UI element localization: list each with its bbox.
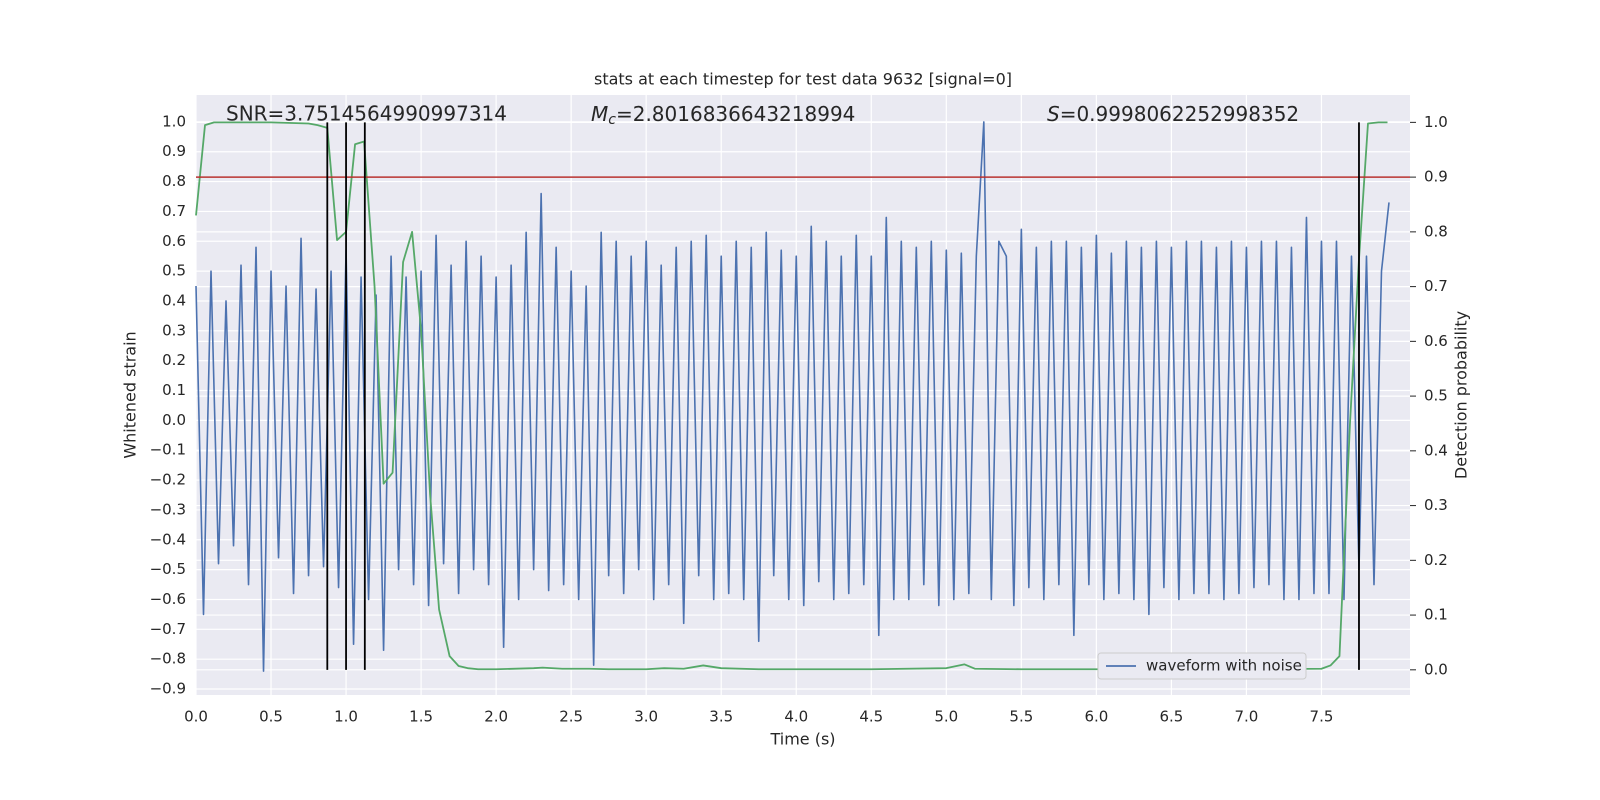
annotation-text: =2.8016836643218994 — [616, 102, 855, 126]
x-tick-label: 2.0 — [484, 708, 508, 726]
x-tick-label: 6.0 — [1084, 708, 1108, 726]
y2-axis-label: Detection probability — [1452, 311, 1471, 479]
y-tick-label: 0.4 — [162, 291, 186, 309]
y-tick-label: 0.5 — [162, 262, 186, 280]
legend-label: waveform with noise — [1146, 657, 1302, 675]
y-tick-label: 0.6 — [162, 232, 186, 250]
x-tick-label: 4.5 — [859, 708, 883, 726]
annotation-symbol: S — [1047, 102, 1060, 126]
x-tick-label: 0.0 — [184, 708, 208, 726]
y2-tick-label: 0.9 — [1424, 168, 1448, 186]
y-tick-label: −0.9 — [150, 680, 186, 698]
x-tick-label: 5.5 — [1009, 708, 1033, 726]
y-tick-label: 0.2 — [162, 351, 186, 369]
x-tick-label: 4.0 — [784, 708, 808, 726]
y-tick-label: 1.0 — [162, 112, 186, 130]
y2-tick-label: 0.2 — [1424, 551, 1448, 569]
y-tick-label: 0.1 — [162, 381, 186, 399]
x-tick-label: 1.0 — [334, 708, 358, 726]
annotation: SNR=3.7514564990997314 — [226, 102, 507, 126]
y-tick-label: −0.8 — [150, 650, 186, 668]
y-tick-label: 0.0 — [162, 411, 186, 429]
y-tick-label: −0.7 — [150, 620, 186, 638]
y-tick-label: −0.4 — [150, 530, 186, 548]
y-tick-label: −0.5 — [150, 560, 186, 578]
y2-tick-label: 0.0 — [1424, 660, 1448, 678]
y-tick-label: 0.8 — [162, 172, 186, 190]
x-tick-label: 5.0 — [934, 708, 958, 726]
chart-title: stats at each timestep for test data 963… — [594, 70, 1012, 89]
y-tick-label: −0.1 — [150, 441, 186, 459]
x-tick-label: 2.5 — [559, 708, 583, 726]
annotation-subscript: c — [608, 112, 616, 128]
y2-tick-label: 1.0 — [1424, 113, 1448, 131]
y-axis-label: Whitened strain — [121, 331, 140, 458]
x-tick-label: 3.0 — [634, 708, 658, 726]
y-tick-label: 0.9 — [162, 142, 186, 160]
x-tick-label: 0.5 — [259, 708, 283, 726]
legend: waveform with noise — [1097, 652, 1307, 680]
y2-tick-label: 0.6 — [1424, 332, 1448, 350]
y2-tick-label: 0.7 — [1424, 277, 1448, 295]
annotation-symbol: M — [591, 102, 608, 126]
y-tick-label: 0.3 — [162, 321, 186, 339]
annotation: S=0.9998062252998352 — [1047, 102, 1299, 126]
x-tick-label: 1.5 — [409, 708, 433, 726]
legend-box — [1097, 652, 1307, 680]
y2-tick-label: 0.1 — [1424, 606, 1448, 624]
y2-tick-label: 0.5 — [1424, 387, 1448, 405]
y-tick-label: −0.2 — [150, 471, 186, 489]
annotation: Mc=2.8016836643218994 — [591, 102, 855, 129]
y2-tick-label: 0.4 — [1424, 441, 1448, 459]
y2-tick-label: 0.8 — [1424, 222, 1448, 240]
y-tick-label: −0.3 — [150, 500, 186, 518]
x-tick-label: 3.5 — [709, 708, 733, 726]
y-tick-label: 0.7 — [162, 202, 186, 220]
x-axis-label: Time (s) — [769, 730, 835, 749]
x-tick-label: 7.5 — [1310, 708, 1334, 726]
x-tick-label: 6.5 — [1159, 708, 1183, 726]
annotation-text: =0.9998062252998352 — [1060, 102, 1299, 126]
y2-tick-label: 0.3 — [1424, 496, 1448, 514]
y-tick-label: −0.6 — [150, 590, 186, 608]
x-tick-label: 7.0 — [1235, 708, 1259, 726]
